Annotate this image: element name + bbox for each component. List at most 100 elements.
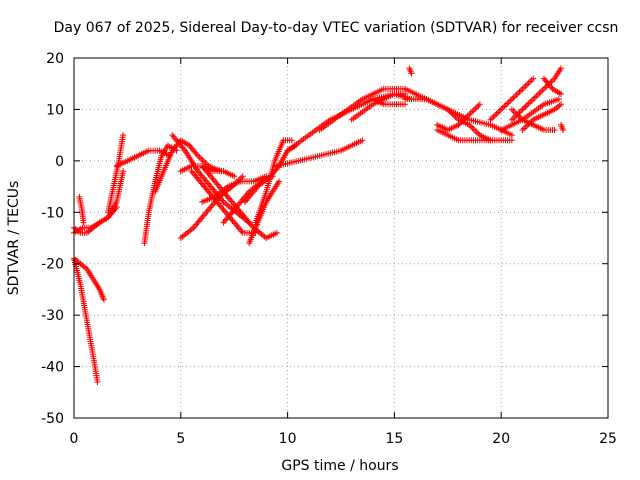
data-point — [501, 103, 508, 110]
series-arc-29 — [434, 101, 483, 133]
axis-ticks: 0 5 10 15 20 25 -50 -40 -30 -20 -10 0 10 20 — [41, 51, 617, 447]
data-point — [528, 77, 535, 84]
data-point — [113, 204, 120, 211]
data-point — [470, 126, 477, 133]
data-point — [476, 101, 483, 108]
data-point — [539, 87, 546, 94]
data-point — [530, 96, 537, 103]
data-point — [516, 109, 523, 116]
y-tick-label: 10 — [46, 102, 64, 118]
series-arc-27 — [402, 96, 515, 139]
data-point — [359, 137, 366, 144]
data-point — [537, 88, 544, 95]
grid-lines — [74, 58, 608, 418]
data-point — [521, 104, 528, 111]
y-tick-label: -50 — [41, 411, 64, 427]
y-tick-label: -20 — [41, 257, 64, 273]
series-arc-20 — [273, 137, 366, 169]
series-arc-07 — [113, 147, 174, 169]
data-point — [558, 65, 565, 72]
data-point — [469, 124, 476, 131]
data-point — [473, 129, 480, 136]
y-tick-label: 20 — [46, 51, 64, 67]
y-axis-label: SDTVAR / TECUs — [6, 181, 22, 296]
series-arc-33 — [508, 65, 565, 123]
data-point — [120, 132, 127, 139]
series-arc-06 — [76, 193, 87, 226]
data-point — [508, 137, 515, 144]
data-point — [196, 154, 203, 161]
data-point — [276, 178, 283, 185]
series-arc-24 — [370, 96, 409, 108]
data-point — [472, 105, 479, 112]
plot-frame — [73, 57, 609, 419]
data-point — [548, 78, 555, 85]
data-point — [472, 127, 479, 134]
data-point — [518, 107, 525, 114]
data-point — [80, 219, 87, 226]
data-point — [558, 101, 565, 108]
data-point — [112, 205, 119, 212]
series-arc-05 — [105, 132, 127, 216]
series-arc-25 — [406, 65, 415, 77]
data-point — [519, 106, 526, 113]
series-arc-15 — [199, 163, 280, 241]
data-point — [519, 85, 526, 92]
data-point — [402, 91, 409, 97]
data-point — [530, 75, 537, 82]
data-point — [558, 91, 565, 97]
series-arc-35 — [540, 75, 565, 97]
data-point — [511, 93, 518, 100]
data-point — [534, 91, 541, 98]
data-point — [508, 96, 515, 103]
data-point — [519, 127, 526, 133]
data-point — [508, 132, 515, 139]
data-point — [533, 93, 540, 100]
data-point — [489, 115, 496, 122]
series-arc-13 — [188, 168, 259, 236]
data-point — [495, 109, 502, 116]
data-point — [522, 82, 529, 89]
data-point — [231, 173, 238, 180]
data-point — [524, 102, 531, 109]
series-arc-34 — [519, 101, 565, 133]
x-tick-label: 25 — [599, 431, 617, 447]
data-point — [490, 113, 497, 120]
data-point — [273, 229, 280, 236]
data-point — [508, 106, 515, 113]
data-point — [467, 110, 474, 117]
data-point — [521, 84, 528, 91]
data-point — [507, 97, 514, 104]
data-point — [498, 106, 505, 113]
y-tick-label: -40 — [41, 360, 64, 376]
data-point — [536, 90, 543, 97]
data-point — [518, 87, 525, 94]
data-point — [531, 94, 538, 101]
data-point — [502, 102, 509, 109]
data-point — [193, 151, 200, 158]
y-tick-label: 0 — [55, 154, 64, 170]
x-tick-label: 15 — [385, 431, 403, 447]
data-point — [521, 125, 528, 132]
series-arc-08 — [141, 142, 180, 247]
data-point — [516, 88, 523, 95]
x-axis-label: GPS time / hours — [281, 458, 398, 474]
data-point — [514, 90, 521, 97]
chart-title: Day 067 of 2025, Sidereal Day-to-day VTE… — [54, 20, 619, 36]
x-tick-label: 10 — [279, 431, 297, 447]
data-point — [513, 91, 520, 98]
data-point — [524, 81, 531, 88]
series-arc-30 — [487, 75, 537, 123]
data-point — [496, 107, 503, 114]
series-arc-22 — [316, 85, 409, 133]
data-point — [402, 101, 409, 108]
data-point — [499, 104, 506, 111]
series-arc-28 — [434, 127, 515, 144]
series-arc-03 — [71, 168, 127, 236]
series-arc-36 — [558, 121, 567, 133]
data-point — [470, 107, 477, 114]
x-tick-label: 0 — [70, 431, 79, 447]
series-arc-01 — [71, 255, 101, 385]
data-point — [527, 78, 534, 85]
data-point — [492, 112, 499, 119]
